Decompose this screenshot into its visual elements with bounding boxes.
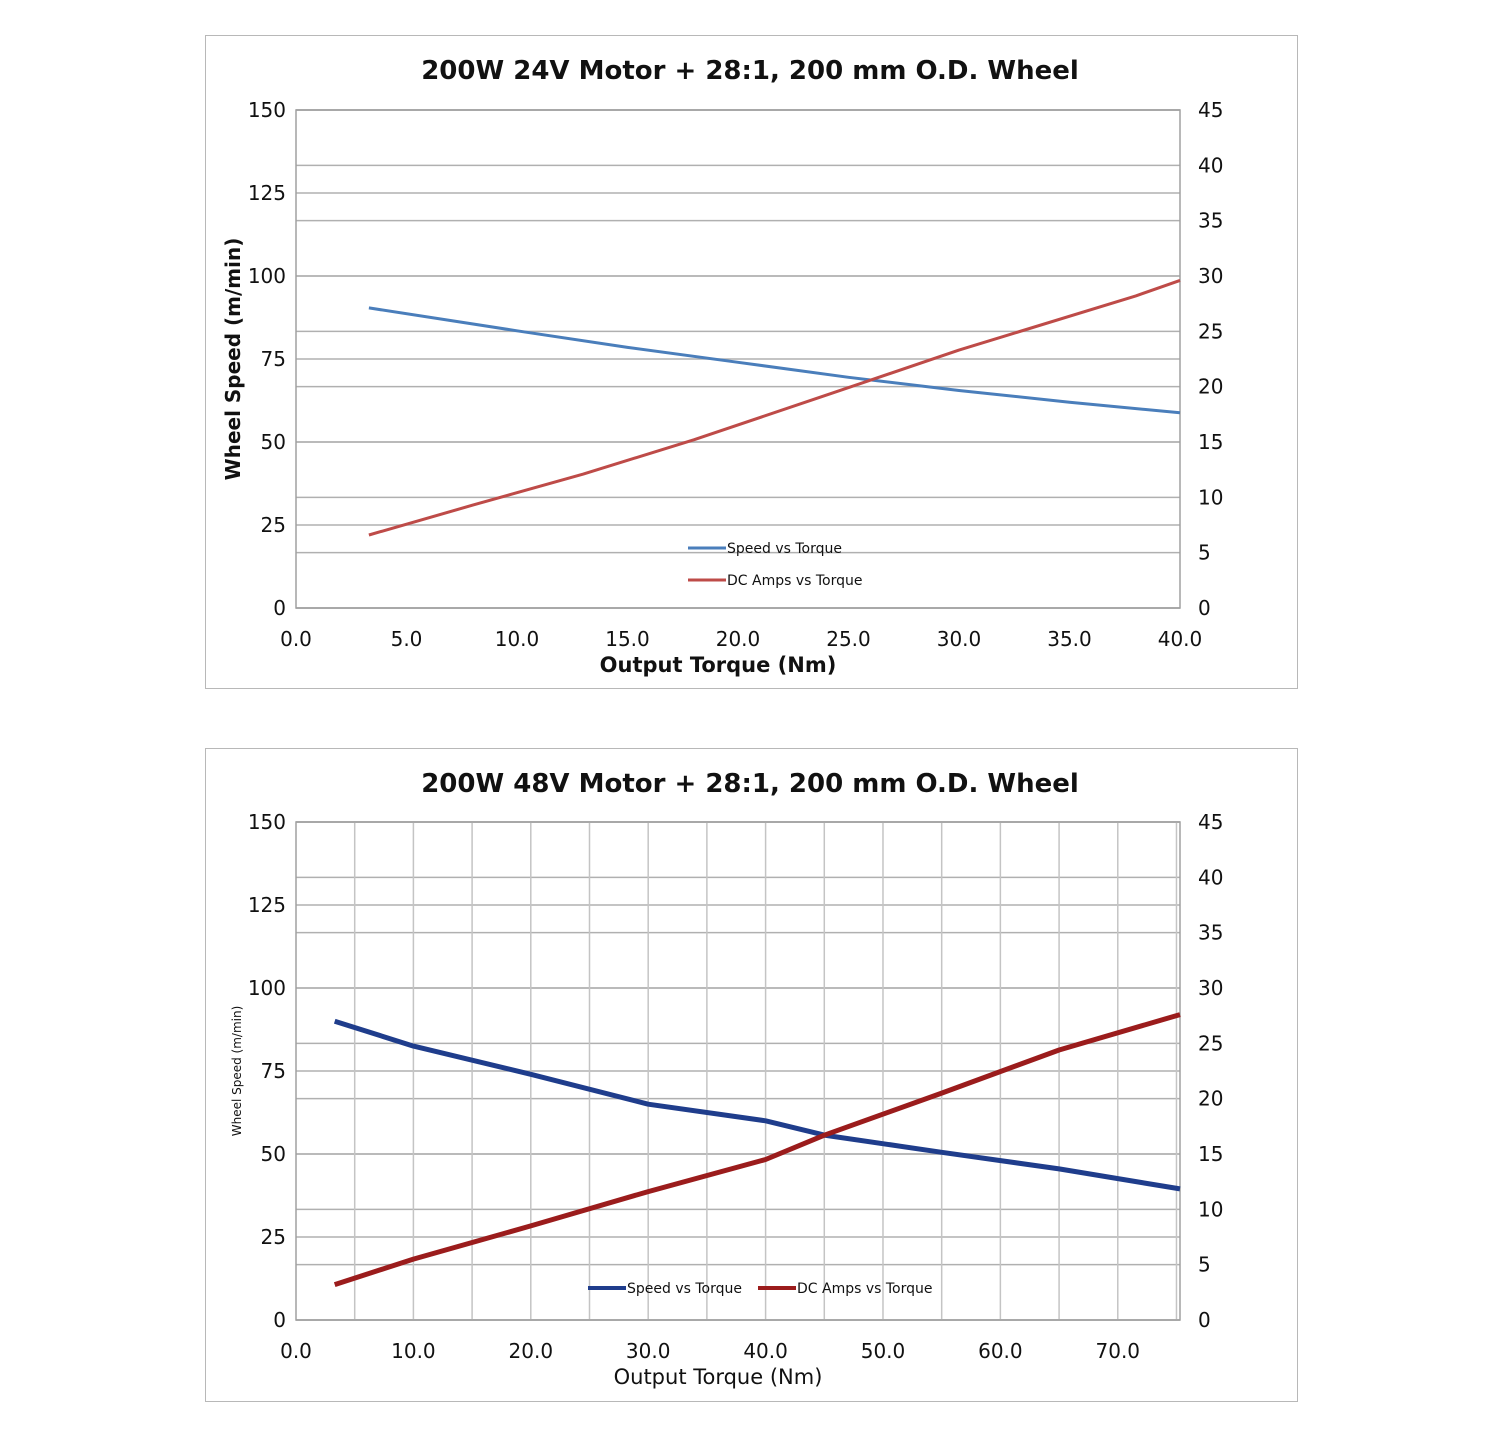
y2-tick-label: 25: [1198, 1031, 1223, 1055]
y2-tick-label: 10: [1198, 1197, 1223, 1221]
x-tick-label: 30.0: [626, 1339, 671, 1363]
y-axis-label: Wheel Speed (m/min): [221, 238, 245, 481]
x-tick-label: 30.0: [937, 627, 982, 651]
y2-tick-label: 30: [1198, 976, 1223, 1000]
y-tick-label: 75: [261, 347, 286, 371]
chart-title: 200W 24V Motor + 28:1, 200 mm O.D. Wheel: [421, 56, 1079, 86]
y2-tick-label: 35: [1198, 921, 1223, 945]
x-tick-label: 10.0: [391, 1339, 436, 1363]
y2-tick-label: 5: [1198, 1253, 1211, 1277]
y-tick-label: 75: [261, 1059, 286, 1083]
x-tick-label: 40.0: [1158, 627, 1203, 651]
y-tick-label: 50: [261, 430, 286, 454]
y-tick-label: 100: [248, 264, 286, 288]
y2-tick-label: 45: [1198, 98, 1223, 122]
legend-label: Speed vs Torque: [727, 541, 842, 557]
y-tick-label: 25: [261, 513, 286, 537]
x-tick-label: 35.0: [1047, 627, 1092, 651]
y-tick-label: 125: [248, 181, 286, 205]
y2-tick-label: 15: [1198, 1142, 1223, 1166]
legend-label: DC Amps vs Torque: [727, 573, 863, 589]
series-line-amps: [368, 278, 1181, 537]
y2-tick-label: 25: [1198, 319, 1223, 343]
x-axis-label: Output Torque (Nm): [614, 1365, 823, 1389]
chart-frame-48v: [205, 748, 1298, 1402]
x-tick-label: 40.0: [743, 1339, 788, 1363]
y2-tick-label: 20: [1198, 1087, 1223, 1111]
x-tick-label: 10.0: [495, 627, 540, 651]
y-tick-label: 0: [273, 1308, 286, 1332]
plot-area: [295, 109, 1181, 609]
x-tick-label: 70.0: [1096, 1339, 1141, 1363]
y-tick-label: 125: [248, 893, 286, 917]
y2-tick-label: 30: [1198, 264, 1223, 288]
x-tick-label: 20.0: [509, 1339, 554, 1363]
y2-tick-label: 40: [1198, 865, 1223, 889]
y-tick-label: 150: [248, 810, 286, 834]
y-tick-label: 50: [261, 1142, 286, 1166]
legend-label: Speed vs Torque: [627, 1281, 742, 1297]
x-tick-label: 60.0: [978, 1339, 1023, 1363]
y-axis-label: Wheel Speed (m/min): [230, 1006, 244, 1137]
chart-title: 200W 48V Motor + 28:1, 200 mm O.D. Wheel: [421, 769, 1079, 799]
y-tick-label: 100: [248, 976, 286, 1000]
y2-tick-label: 10: [1198, 485, 1223, 509]
chart-frame-24v: [205, 35, 1298, 689]
x-tick-label: 50.0: [861, 1339, 906, 1363]
x-axis-label: Output Torque (Nm): [600, 653, 837, 677]
y2-tick-label: 15: [1198, 430, 1223, 454]
y2-tick-label: 0: [1198, 1308, 1211, 1332]
legend-label: DC Amps vs Torque: [797, 1281, 933, 1297]
y-tick-label: 150: [248, 98, 286, 122]
series-line-speed: [368, 306, 1181, 415]
x-tick-label: 20.0: [716, 627, 761, 651]
y2-tick-label: 20: [1198, 375, 1223, 399]
y-tick-label: 0: [273, 596, 286, 620]
y2-tick-label: 5: [1198, 541, 1211, 565]
x-tick-label: 0.0: [280, 627, 312, 651]
x-tick-label: 0.0: [280, 1339, 312, 1363]
x-tick-label: 25.0: [826, 627, 871, 651]
plot-area: [295, 821, 1181, 1321]
y2-tick-label: 40: [1198, 153, 1223, 177]
y2-tick-label: 35: [1198, 209, 1223, 233]
x-tick-label: 5.0: [391, 627, 423, 651]
y-tick-label: 25: [261, 1225, 286, 1249]
y2-tick-label: 45: [1198, 810, 1223, 834]
x-tick-label: 15.0: [605, 627, 650, 651]
y2-tick-label: 0: [1198, 596, 1211, 620]
